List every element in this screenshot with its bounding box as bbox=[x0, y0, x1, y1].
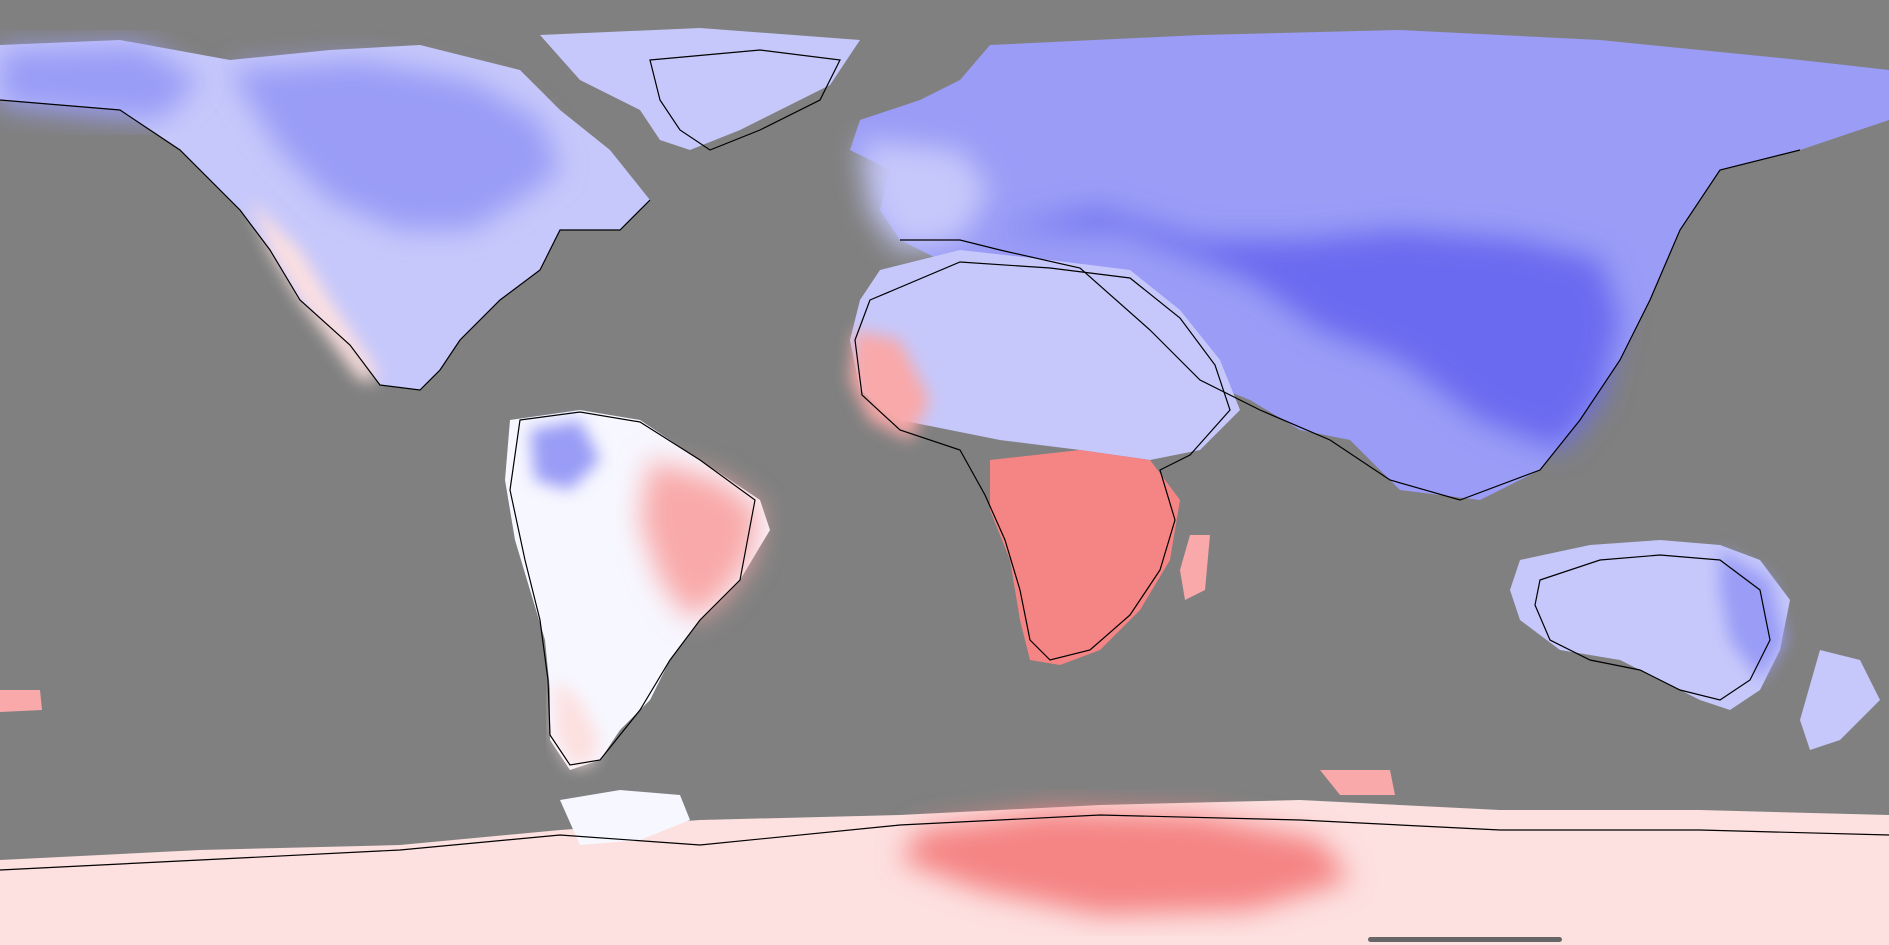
home-indicator[interactable] bbox=[1368, 937, 1562, 942]
antarctic-peninsula-shading bbox=[560, 790, 690, 845]
antarctica-coastline bbox=[0, 814, 1889, 871]
australia-coastline bbox=[1534, 554, 1771, 701]
south-america-warm bbox=[640, 460, 760, 620]
alaska-cool bbox=[0, 45, 200, 120]
north-america-coastline bbox=[0, 99, 651, 391]
antarctica-warm-core bbox=[900, 810, 1350, 915]
greenland-coastline bbox=[649, 49, 841, 151]
eurasia-coastline bbox=[900, 149, 1801, 501]
coastlines bbox=[0, 49, 1889, 871]
australia-east-cool bbox=[1720, 550, 1785, 680]
north-america-cool-core bbox=[230, 60, 560, 230]
south-america-cool bbox=[530, 420, 600, 490]
new-zealand-shading bbox=[1800, 650, 1880, 750]
greenland-shading bbox=[540, 28, 860, 150]
patagonia-warm bbox=[555, 680, 600, 765]
land-anomaly-layer bbox=[0, 28, 1889, 945]
north-america-west-warm bbox=[250, 200, 380, 380]
africa-north-shading bbox=[850, 250, 1240, 460]
pacific-warm-patch bbox=[0, 690, 42, 712]
asia-strong-cool bbox=[1000, 210, 1620, 450]
island-warm-patch bbox=[1320, 770, 1395, 795]
africa-west-warm bbox=[850, 330, 930, 440]
europe-light-cool bbox=[860, 140, 990, 250]
africa-coastline bbox=[854, 261, 1231, 661]
madagascar-shading bbox=[1180, 535, 1210, 600]
south-america-coastline bbox=[509, 411, 756, 766]
